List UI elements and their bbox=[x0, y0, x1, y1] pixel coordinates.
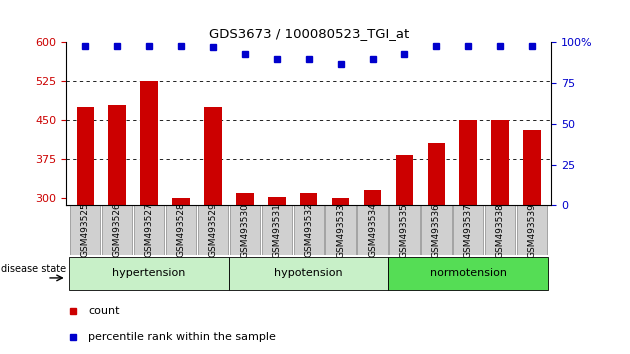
Bar bbox=[198, 205, 228, 255]
Bar bbox=[76, 107, 94, 205]
Text: hypotension: hypotension bbox=[275, 268, 343, 279]
Bar bbox=[396, 155, 413, 205]
Bar bbox=[389, 257, 548, 290]
Text: GSM493534: GSM493534 bbox=[368, 203, 377, 257]
Bar bbox=[172, 198, 190, 205]
Text: disease state: disease state bbox=[1, 264, 67, 274]
Text: GSM493527: GSM493527 bbox=[145, 203, 154, 257]
Text: percentile rank within the sample: percentile rank within the sample bbox=[88, 332, 276, 342]
Bar bbox=[421, 205, 452, 255]
Bar bbox=[364, 190, 381, 205]
Bar bbox=[485, 205, 515, 255]
Text: GSM493528: GSM493528 bbox=[176, 203, 186, 257]
Bar bbox=[428, 143, 445, 205]
Text: GSM493532: GSM493532 bbox=[304, 203, 313, 257]
Title: GDS3673 / 100080523_TGI_at: GDS3673 / 100080523_TGI_at bbox=[209, 27, 409, 40]
Bar bbox=[357, 205, 387, 255]
Bar bbox=[332, 198, 350, 205]
Bar bbox=[140, 81, 158, 205]
Text: GSM493539: GSM493539 bbox=[527, 202, 537, 258]
Bar bbox=[517, 205, 547, 255]
Text: GSM493538: GSM493538 bbox=[496, 202, 505, 258]
Text: GSM493526: GSM493526 bbox=[113, 203, 122, 257]
Text: normotension: normotension bbox=[430, 268, 507, 279]
Bar bbox=[236, 193, 254, 205]
Text: hypertension: hypertension bbox=[112, 268, 186, 279]
Bar bbox=[524, 130, 541, 205]
Bar bbox=[268, 196, 285, 205]
Bar bbox=[326, 205, 356, 255]
Bar bbox=[389, 205, 420, 255]
Bar bbox=[300, 193, 318, 205]
Bar bbox=[69, 257, 229, 290]
Text: GSM493530: GSM493530 bbox=[241, 202, 249, 258]
Bar bbox=[453, 205, 483, 255]
Bar bbox=[102, 205, 132, 255]
Text: count: count bbox=[88, 306, 120, 316]
Bar bbox=[134, 205, 164, 255]
Text: GSM493531: GSM493531 bbox=[272, 202, 281, 258]
Bar bbox=[70, 205, 100, 255]
Text: GSM493533: GSM493533 bbox=[336, 202, 345, 258]
Bar bbox=[261, 205, 292, 255]
Text: GSM493529: GSM493529 bbox=[209, 203, 217, 257]
Text: GSM493536: GSM493536 bbox=[432, 202, 441, 258]
Bar bbox=[491, 120, 509, 205]
Text: GSM493535: GSM493535 bbox=[400, 202, 409, 258]
Bar bbox=[294, 205, 324, 255]
Bar bbox=[108, 104, 126, 205]
Bar bbox=[204, 107, 222, 205]
Bar bbox=[229, 257, 389, 290]
Bar bbox=[459, 120, 477, 205]
Bar bbox=[230, 205, 260, 255]
Text: GSM493537: GSM493537 bbox=[464, 202, 472, 258]
Bar bbox=[166, 205, 196, 255]
Text: GSM493525: GSM493525 bbox=[81, 203, 90, 257]
